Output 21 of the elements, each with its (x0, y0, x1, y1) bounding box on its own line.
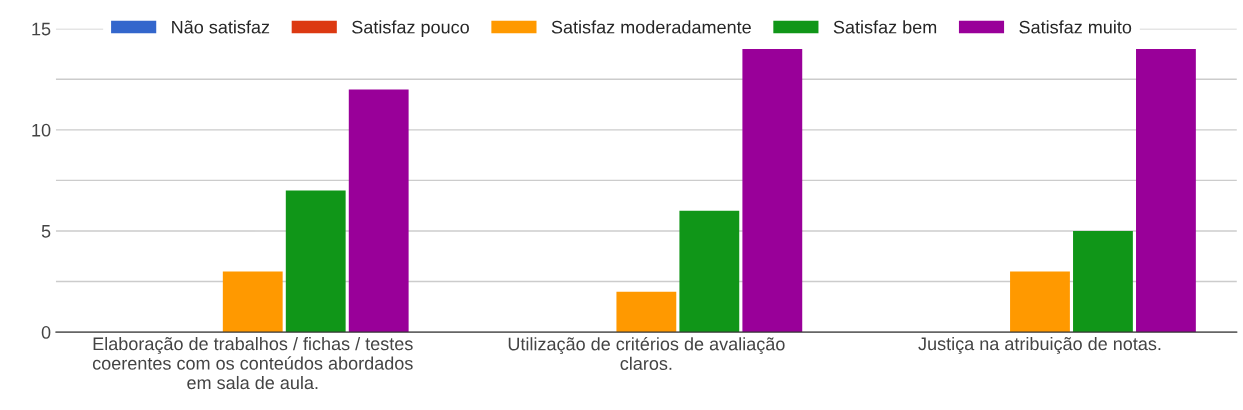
y-tick-label: 5 (41, 225, 51, 238)
legend-label: Satisfaz moderadamente (551, 20, 751, 34)
bar (222, 271, 283, 333)
y-tick-label: 0 (41, 326, 51, 339)
legend-label: Satisfaz muito (1019, 20, 1132, 34)
bar (1010, 271, 1070, 333)
bar (616, 291, 677, 333)
x-tick-label: Justiça na atribuição de notas. (918, 336, 1161, 354)
legend-label: Satisfaz pouco (352, 20, 469, 38)
bar (1073, 230, 1133, 333)
x-tick-label: Utilização de critérios de avaliação claros. (508, 336, 785, 370)
bar (679, 210, 740, 333)
y-tick-label: 15 (32, 22, 51, 36)
bar (742, 48, 803, 333)
bar (1136, 48, 1196, 333)
legend-label: Não satisfaz (172, 20, 270, 34)
bar (285, 190, 346, 333)
bar (348, 89, 409, 333)
y-tick-label: 10 (32, 123, 51, 137)
legend-label: Satisfaz bem (833, 20, 937, 34)
x-tick-label: Elaboração de trabalhos / fichas / testes coerentes com os conteúdos abordados em sala de aula. (92, 336, 413, 390)
